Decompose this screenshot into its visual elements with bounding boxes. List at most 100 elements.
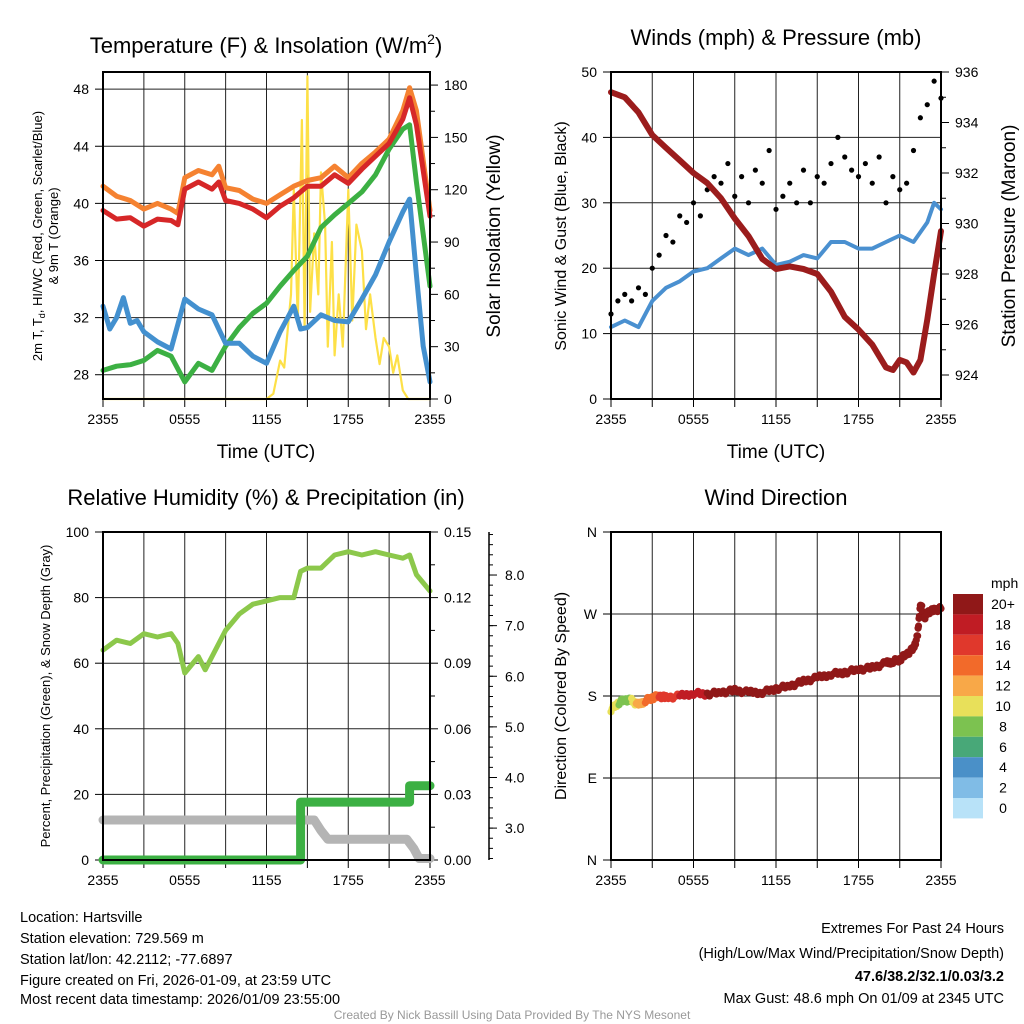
humidity-y-tick-label: 20 <box>73 786 89 802</box>
humidity-x-tick-label: 0555 <box>169 872 200 888</box>
winds-series-gust-point <box>759 180 765 186</box>
winds-series-gust-point <box>883 200 889 206</box>
winds-y-tick-label: 50 <box>581 64 597 80</box>
winds-y2-tick-label: 936 <box>955 64 979 80</box>
winds-series-gust-point <box>677 213 683 219</box>
temperature-y-tick-label: 48 <box>73 81 89 97</box>
direction-y-tick-label: N <box>587 852 597 868</box>
humidity-x-tick-label: 1155 <box>251 872 281 888</box>
winds-x-tick-label: 2355 <box>595 411 626 427</box>
humidity-panel-title: Relative Humidity (%) & Precipitation (i… <box>67 485 464 510</box>
temperature-y2-tick-label: 150 <box>444 129 468 145</box>
colorbar-swatch <box>953 757 983 778</box>
extremes-info: Extremes For Past 24 Hours (High/Low/Max… <box>699 921 1004 1007</box>
insolation-y-axis-label: Solar Insolation (Yellow) <box>484 134 505 337</box>
humidity-y-tick-label: 80 <box>73 590 89 606</box>
humidity-y-tick-label: 60 <box>73 655 89 671</box>
winds-series-gust-point <box>904 180 910 186</box>
colorbar-label: 10 <box>995 698 1011 714</box>
winds-series-gust-point <box>835 134 841 140</box>
winds-series-gust-point <box>931 78 937 84</box>
winds-series-gust-point <box>670 239 676 245</box>
colorbar-swatch <box>953 614 983 635</box>
direction-y-tick-label: S <box>588 688 597 704</box>
winds-series-gust-point <box>745 200 752 206</box>
winds-series-gust-point <box>876 154 882 160</box>
winds-y-tick-label: 20 <box>581 260 597 276</box>
winds-series-gust-point <box>814 174 820 180</box>
humidity-y2-tick-label: 0.15 <box>444 524 471 540</box>
winds-series-gust-point <box>890 174 896 180</box>
colorbar-label: 14 <box>995 657 1011 673</box>
snow-depth-tick-label: 5.0 <box>505 719 525 735</box>
winds-series-sonic-wind-line <box>609 200 943 330</box>
colorbar-title: mph <box>991 575 1018 591</box>
winds-series-gust-point <box>842 154 848 160</box>
direction-y-tick-label: W <box>584 606 598 622</box>
latlon-text: Station lat/lon: 42.2112; -77.6897 <box>20 952 233 968</box>
pressure-y-axis-label: Station Pressure (Maroon) <box>999 125 1020 348</box>
winds-y2-tick-label: 930 <box>955 216 979 232</box>
winds-series-gust-point <box>615 298 621 304</box>
colorbar-label: 6 <box>999 739 1007 755</box>
temperature-series-solar-insolation-line <box>101 75 432 401</box>
winds-series-gust-point <box>739 174 745 180</box>
max-gust-text: Max Gust: 48.6 mph On 01/09 at 2345 UTC <box>724 991 1004 1007</box>
winds-y2-tick-label: 924 <box>955 367 979 383</box>
winds-series-gust-point <box>663 232 669 239</box>
winds-series-gust-point <box>917 115 923 121</box>
humidity-y2-tick-label: 0.06 <box>444 721 471 737</box>
extremes-values: 47.6/38.2/32.1/0.03/3.2 <box>855 969 1004 985</box>
direction-point <box>914 632 922 640</box>
temperature-y-tick-label: 36 <box>73 252 89 268</box>
winds-series-gust-point <box>766 147 772 154</box>
temperature-plot-frame <box>102 71 431 400</box>
temperature-x-tick-label: 0555 <box>169 411 200 427</box>
temperature-panel-title: Temperature (F) & Insolation (W/m2) <box>90 31 443 58</box>
temperature-x-tick-label: 2355 <box>414 411 445 427</box>
winds-series-gust-point <box>800 167 807 173</box>
snow-depth-tick-label: 4.0 <box>505 769 525 785</box>
temperature-y-axis-label: 2m T, Td, HI/WC (Red, Green, Scarlet/Blu… <box>30 111 47 361</box>
temperature-x-axis-label: Time (UTC) <box>217 442 316 463</box>
humidity-series-snow-depth-line <box>98 815 435 863</box>
winds-series-gust-point <box>690 200 697 206</box>
temperature-series-dewpoint-line <box>100 122 433 385</box>
direction-x-tick-label: 2355 <box>925 872 956 888</box>
temperature-y2-tick-label: 0 <box>444 391 452 407</box>
temperature-y-tick-label: 40 <box>73 195 89 211</box>
winds-x-tick-label: 0555 <box>678 411 709 427</box>
winds-x-tick-label: 2355 <box>925 411 956 427</box>
direction-point <box>918 602 926 610</box>
winds-series-gust-point <box>732 193 738 199</box>
wind-y-axis-label: Sonic Wind & Gust (Blue, Black) <box>553 121 570 350</box>
colorbar-swatch <box>953 736 983 758</box>
temperature-y2-tick-label: 120 <box>444 182 468 198</box>
direction-y-tick-label: E <box>588 770 597 786</box>
winds-series-gust-point <box>697 213 703 219</box>
colorbar-label: 16 <box>995 637 1011 653</box>
snow-depth-tick-label: 6.0 <box>505 668 525 684</box>
credit-text: Created By Nick Bassill Using Data Provi… <box>334 1008 691 1022</box>
temperature-y2-tick-label: 60 <box>444 286 460 302</box>
winds-series-gust-point <box>869 180 875 186</box>
winds-series-gust-point <box>642 291 648 297</box>
winds-series-gust-point <box>622 291 628 297</box>
extremes-title: Extremes For Past 24 Hours <box>821 921 1004 937</box>
winds-series-gust-point <box>656 252 662 258</box>
winds-series-gust-point <box>862 160 868 167</box>
winds-y-tick-label: 10 <box>581 326 597 342</box>
winds-panel-title: Winds (mph) & Pressure (mb) <box>631 25 922 50</box>
temperature-y-tick-label: 32 <box>73 310 89 326</box>
winds-series-gust-point <box>924 102 930 108</box>
humidity-y-tick-label: 40 <box>73 721 89 737</box>
humidity-series-relative-humidity-line <box>100 549 433 676</box>
direction-y-axis-label: Direction (Colored By Speed) <box>553 592 570 800</box>
winds-series-gust-point <box>897 187 903 193</box>
temperature-y2-tick-label: 30 <box>444 339 460 355</box>
winds-y2-tick-label: 926 <box>955 317 979 333</box>
winds-series-station-pressure-line <box>608 89 944 376</box>
winds-series-gust-point <box>711 174 717 180</box>
winds-series-gust-point <box>807 200 813 206</box>
